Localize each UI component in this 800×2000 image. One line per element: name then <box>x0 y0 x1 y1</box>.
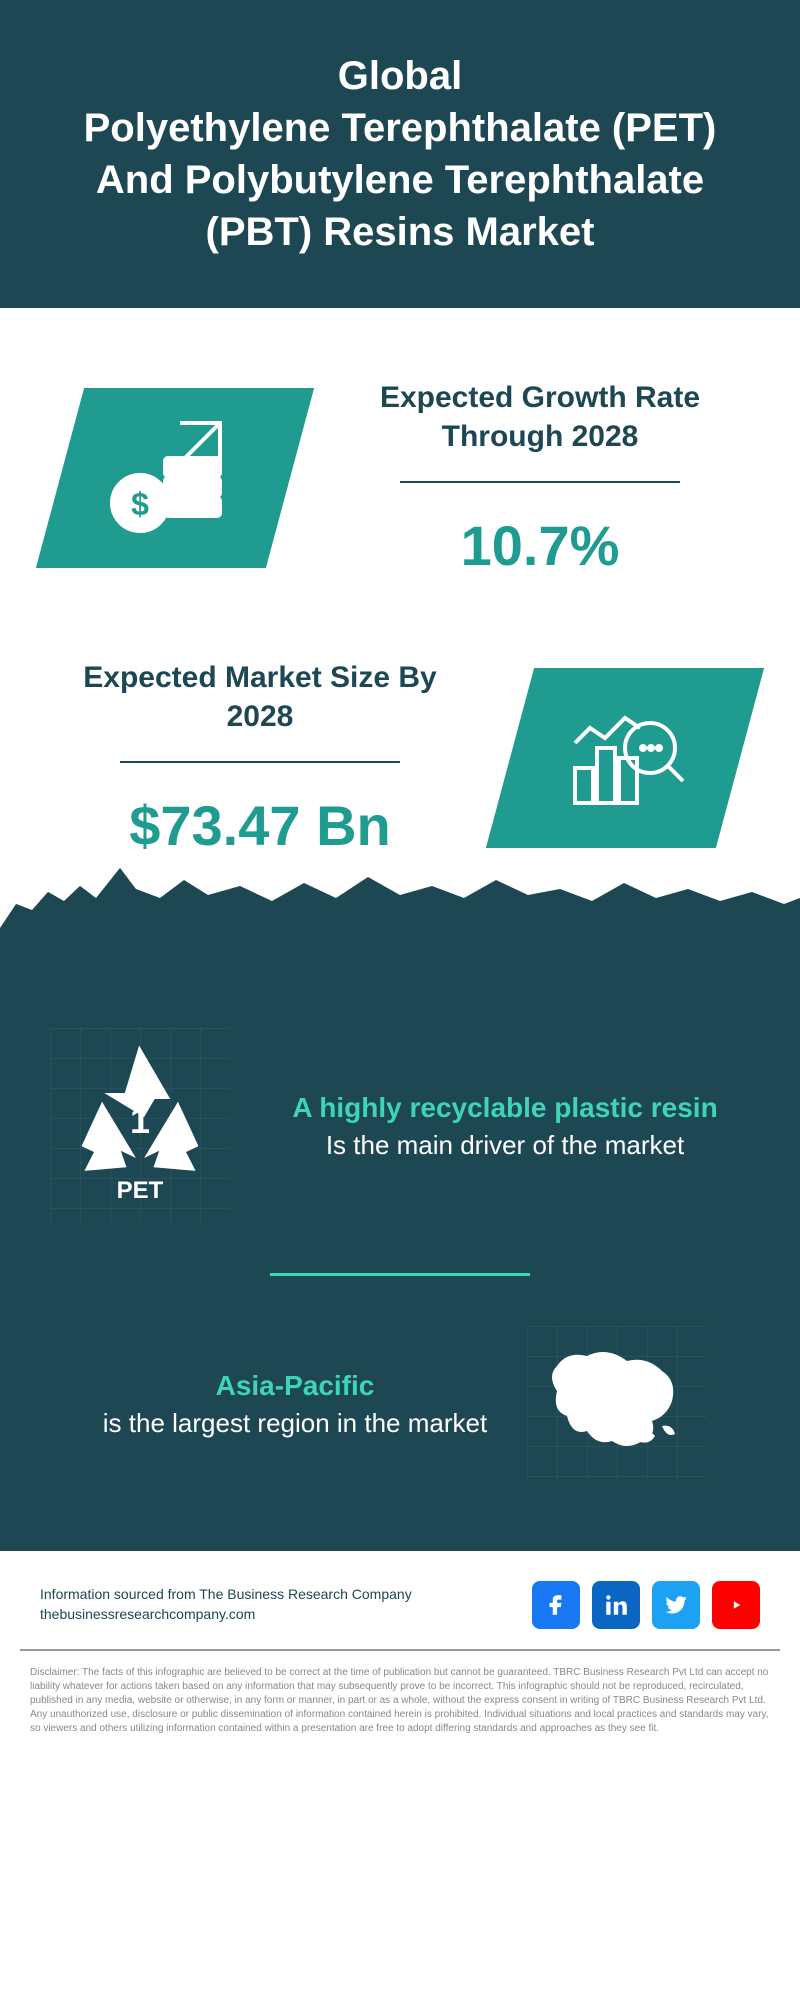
market-size-label: Expected Market Size By 2028 <box>60 658 460 736</box>
header-banner: Global Polyethylene Terephthalate (PET) … <box>0 0 800 308</box>
footer: Information sourced from The Business Re… <box>0 1551 800 1649</box>
svg-text:PET: PET <box>117 1177 164 1204</box>
asia-map-icon <box>537 1336 697 1471</box>
source-line1: Information sourced from The Business Re… <box>40 1585 412 1605</box>
growth-stat: Expected Growth Rate Through 2028 10.7% <box>340 378 740 578</box>
region-sub: is the largest region in the market <box>103 1405 487 1441</box>
skyline-graphic <box>0 928 800 1008</box>
title-line2: Polyethylene Terephthalate (PET) And Pol… <box>84 106 717 254</box>
market-size-stat: Expected Market Size By 2028 $73.47 Bn <box>60 658 460 858</box>
pet-recycle-icon: 1 PET <box>60 1038 220 1213</box>
mid-divider <box>270 1273 530 1276</box>
region-block: Asia-Pacific is the largest region in th… <box>60 1336 740 1471</box>
money-growth-icon: $ <box>105 408 245 548</box>
driver-block: 1 PET A highly recyclable plastic resin … <box>60 1038 740 1213</box>
divider <box>120 761 400 763</box>
driver-text: A highly recyclable plastic resin Is the… <box>270 1088 740 1164</box>
disclaimer-text: Disclaimer: The facts of this infographi… <box>30 1666 770 1736</box>
social-icons <box>532 1581 760 1629</box>
page-title: Global Polyethylene Terephthalate (PET) … <box>40 50 760 258</box>
youtube-icon[interactable] <box>712 1581 760 1629</box>
svg-text:$: $ <box>131 486 149 522</box>
dark-info-section: 1 PET A highly recyclable plastic resin … <box>0 1008 800 1551</box>
chart-magnify-icon <box>555 688 695 828</box>
growth-icon-box: $ <box>36 388 314 568</box>
facebook-icon[interactable] <box>532 1581 580 1629</box>
growth-value: 10.7% <box>340 513 740 578</box>
title-line1: Global <box>338 54 462 98</box>
region-text: Asia-Pacific is the largest region in th… <box>103 1366 487 1442</box>
region-headline: Asia-Pacific <box>103 1366 487 1405</box>
svg-text:1: 1 <box>130 1100 150 1141</box>
driver-sub: Is the main driver of the market <box>270 1127 740 1163</box>
source-text: Information sourced from The Business Re… <box>40 1585 412 1624</box>
analysis-icon-box <box>486 668 764 848</box>
disclaimer: Disclaimer: The facts of this infographi… <box>0 1651 800 1766</box>
growth-label: Expected Growth Rate Through 2028 <box>340 378 740 456</box>
divider <box>400 481 680 483</box>
growth-rate-section: $ Expected Growth Rate Through 2028 10.7… <box>0 308 800 618</box>
source-line2: thebusinessresearchcompany.com <box>40 1605 412 1625</box>
linkedin-icon[interactable] <box>592 1581 640 1629</box>
twitter-icon[interactable] <box>652 1581 700 1629</box>
market-size-value: $73.47 Bn <box>60 793 460 858</box>
driver-headline: A highly recyclable plastic resin <box>270 1088 740 1127</box>
